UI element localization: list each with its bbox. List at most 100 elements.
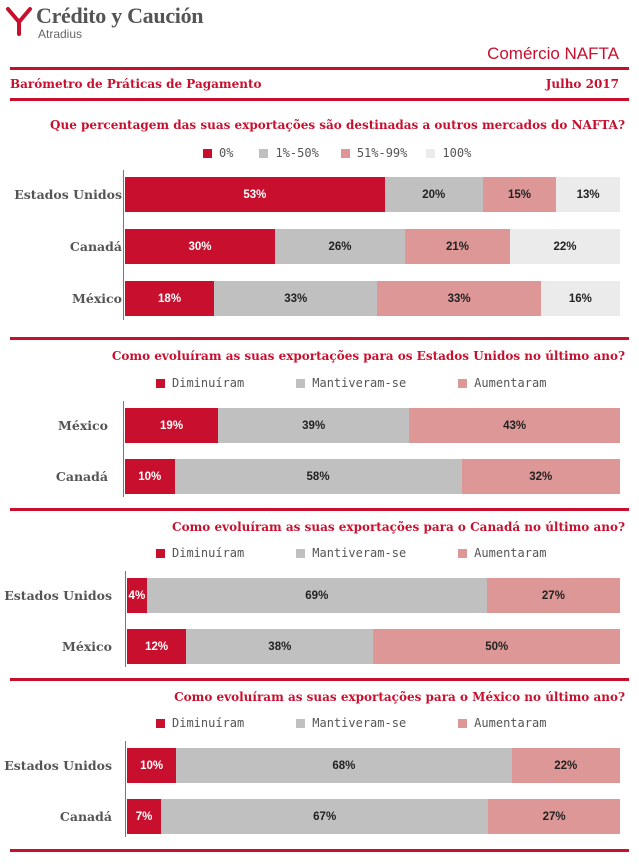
legend-item: 0% [203, 146, 233, 160]
legend-swatch [156, 718, 165, 728]
bar-segment: 33% [214, 281, 378, 316]
legend: 0% 1%-50% 51%-99% 100% [203, 146, 471, 160]
bar-segment: 13% [556, 177, 620, 212]
header-rule [10, 67, 629, 70]
category-axis [125, 741, 126, 837]
legend-item: Mantiveram-se [296, 546, 406, 560]
stacked-bar: 7% 67% 27% [127, 799, 620, 834]
bar-segment: 22% [510, 229, 620, 264]
chart-title: Como evoluíram as suas exportações para … [174, 690, 625, 704]
stacked-bar: 19% 39% 43% [125, 408, 620, 443]
category-label: Estados Unidos [14, 187, 122, 202]
brand-subtitle: Atradius [38, 27, 83, 41]
category-axis [125, 571, 126, 667]
legend-swatch [296, 548, 306, 558]
legend-label: Diminuíram [172, 716, 245, 730]
legend: Diminuíram Mantiveram-se Aumentaram [156, 376, 546, 390]
legend-swatch [340, 148, 350, 158]
bar-segment: 18% [125, 281, 215, 316]
legend-label: Aumentaram [474, 716, 547, 730]
brand-name: Crédito y Caución [36, 3, 204, 28]
legend-swatch [458, 378, 468, 388]
legend-item: Mantiveram-se [296, 716, 406, 730]
bar-segment: 27% [488, 799, 620, 834]
section-rule-1 [10, 337, 629, 340]
chart-title: Que percentagem das suas exportações são… [50, 118, 625, 132]
legend-label: Aumentaram [474, 546, 547, 560]
category-label: Estados Unidos [4, 588, 112, 603]
category-label: Estados Unidos [4, 758, 112, 773]
legend-item: Aumentaram [458, 716, 546, 730]
subheader-rule [10, 98, 629, 101]
legend: Diminuíram Mantiveram-se Aumentaram [156, 716, 546, 730]
stacked-bar: 53% 20% 15% 13% [125, 177, 620, 212]
category-label: México [72, 291, 122, 306]
bar-segment: 27% [486, 578, 620, 613]
bar-segment: 26% [275, 229, 405, 264]
bar-segment: 58% [174, 459, 462, 494]
report-date: Julho 2017 [545, 77, 619, 91]
legend-label: Diminuíram [172, 376, 245, 390]
bar-segment: 22% [511, 748, 620, 783]
legend-swatch [259, 148, 269, 158]
category-label: Canadá [59, 809, 112, 824]
stacked-bar: 4% 69% 27% [127, 578, 620, 613]
bar-segment: 39% [218, 408, 410, 443]
legend-label: 51%-99% [356, 146, 408, 160]
bar-segment: 21% [405, 229, 510, 264]
legend-label: 100% [442, 146, 472, 160]
legend-swatch [156, 548, 165, 558]
legend-item: Aumentaram [458, 376, 546, 390]
chart-title: Como evoluíram as suas exportações para … [172, 520, 625, 534]
legend-item: Aumentaram [458, 546, 546, 560]
legend-label: Mantiveram-se [312, 376, 407, 390]
stacked-bar: 10% 68% 22% [127, 748, 620, 783]
legend-swatch [296, 718, 306, 728]
bar-segment: 43% [409, 408, 620, 443]
stacked-bar: 18% 33% 33% 16% [125, 281, 620, 316]
legend-swatch [458, 548, 468, 558]
bar-segment: 67% [161, 799, 489, 834]
category-axis [123, 401, 124, 497]
legend-item: Diminuíram [156, 376, 244, 390]
bar-segment: 12% [127, 629, 187, 664]
legend: Diminuíram Mantiveram-se Aumentaram [156, 546, 546, 560]
legend-swatch [458, 718, 468, 728]
bar-segment: 50% [373, 629, 620, 664]
legend-item: 1%-50% [259, 146, 319, 160]
section-rule-2 [10, 508, 629, 511]
legend-item: Diminuíram [156, 546, 244, 560]
category-axis [123, 170, 124, 320]
category-label: Canadá [69, 239, 122, 254]
legend-label: Aumentaram [474, 376, 547, 390]
bar-segment: 33% [377, 281, 541, 316]
report-name: Barómetro de Práticas de Pagamento [10, 77, 262, 91]
bar-segment: 10% [125, 459, 175, 494]
bar-segment: 16% [540, 281, 620, 316]
legend-item: 100% [426, 146, 471, 160]
footer-rule [10, 849, 629, 852]
legend-label: Mantiveram-se [312, 546, 407, 560]
bar-segment: 68% [176, 748, 512, 783]
legend-swatch [296, 378, 306, 388]
legend-label: Mantiveram-se [312, 716, 407, 730]
stacked-bar: 10% 58% 32% [125, 459, 620, 494]
section-rule-3 [10, 678, 629, 681]
bar-segment: 38% [186, 629, 374, 664]
legend-swatch [203, 148, 212, 158]
bar-segment: 53% [125, 177, 385, 212]
bar-segment: 19% [125, 408, 219, 443]
legend-label: 1%-50% [275, 146, 319, 160]
bar-segment: 7% [127, 799, 162, 834]
logo-mark-icon [6, 7, 32, 36]
category-label: México [62, 639, 112, 654]
bar-segment: 20% [384, 177, 483, 212]
bar-segment: 10% [127, 748, 177, 783]
category-label: Canadá [55, 469, 108, 484]
legend-label: Diminuíram [172, 546, 245, 560]
chart-title: Como evoluíram as suas exportações para … [111, 349, 625, 363]
bar-segment: 30% [125, 229, 275, 264]
legend-swatch [426, 148, 436, 158]
bar-segment: 15% [482, 177, 557, 212]
stacked-bar: 12% 38% 50% [127, 629, 620, 664]
